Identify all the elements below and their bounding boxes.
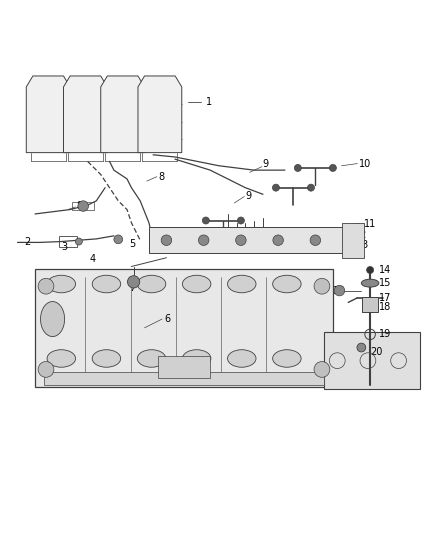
Text: 7: 7 bbox=[129, 282, 135, 293]
Circle shape bbox=[329, 165, 336, 172]
Circle shape bbox=[78, 201, 88, 211]
Ellipse shape bbox=[272, 275, 301, 293]
Circle shape bbox=[357, 343, 366, 352]
Circle shape bbox=[38, 361, 54, 377]
Ellipse shape bbox=[92, 275, 120, 293]
Polygon shape bbox=[342, 223, 364, 258]
Polygon shape bbox=[26, 76, 70, 152]
Text: 4: 4 bbox=[90, 254, 96, 264]
Text: 13: 13 bbox=[357, 240, 369, 251]
Circle shape bbox=[198, 235, 209, 246]
Text: 17: 17 bbox=[379, 293, 391, 303]
Circle shape bbox=[273, 235, 283, 246]
FancyBboxPatch shape bbox=[158, 356, 210, 378]
Circle shape bbox=[310, 235, 321, 246]
Ellipse shape bbox=[228, 275, 256, 293]
Ellipse shape bbox=[40, 302, 64, 336]
Text: 19: 19 bbox=[379, 329, 391, 340]
Text: 20: 20 bbox=[370, 347, 382, 357]
Circle shape bbox=[367, 266, 374, 273]
Text: 14: 14 bbox=[379, 265, 391, 275]
Ellipse shape bbox=[137, 350, 166, 367]
Text: 2: 2 bbox=[24, 237, 30, 247]
Ellipse shape bbox=[228, 350, 256, 367]
Text: 18: 18 bbox=[379, 302, 391, 312]
Circle shape bbox=[334, 285, 345, 296]
Text: 9: 9 bbox=[245, 191, 251, 201]
Text: 9: 9 bbox=[263, 159, 269, 168]
Text: 11: 11 bbox=[364, 219, 376, 229]
Text: 12: 12 bbox=[355, 230, 367, 239]
Circle shape bbox=[75, 238, 82, 245]
FancyBboxPatch shape bbox=[362, 297, 378, 312]
Circle shape bbox=[161, 235, 172, 246]
Ellipse shape bbox=[182, 275, 211, 293]
Text: 6: 6 bbox=[164, 314, 170, 324]
Polygon shape bbox=[138, 76, 182, 152]
Circle shape bbox=[236, 235, 246, 246]
Text: 1: 1 bbox=[206, 97, 212, 107]
Ellipse shape bbox=[47, 275, 76, 293]
Circle shape bbox=[127, 276, 140, 288]
Text: 8: 8 bbox=[159, 172, 165, 182]
FancyBboxPatch shape bbox=[35, 269, 333, 387]
Text: 16: 16 bbox=[333, 286, 345, 296]
Circle shape bbox=[114, 235, 123, 244]
Text: 10: 10 bbox=[359, 159, 371, 168]
Ellipse shape bbox=[182, 350, 211, 367]
Circle shape bbox=[38, 278, 54, 294]
Circle shape bbox=[307, 184, 314, 191]
Ellipse shape bbox=[272, 350, 301, 367]
Circle shape bbox=[202, 217, 209, 224]
Circle shape bbox=[272, 184, 279, 191]
FancyBboxPatch shape bbox=[149, 227, 346, 253]
Text: 5: 5 bbox=[129, 239, 135, 249]
FancyBboxPatch shape bbox=[44, 372, 324, 385]
Ellipse shape bbox=[361, 279, 379, 287]
Text: 8: 8 bbox=[77, 201, 83, 211]
Ellipse shape bbox=[137, 275, 166, 293]
Text: 15: 15 bbox=[379, 278, 391, 288]
FancyBboxPatch shape bbox=[324, 332, 420, 389]
Text: 3: 3 bbox=[61, 242, 67, 252]
Ellipse shape bbox=[92, 350, 120, 367]
Circle shape bbox=[314, 361, 330, 377]
Polygon shape bbox=[101, 76, 145, 152]
Polygon shape bbox=[64, 76, 107, 152]
Ellipse shape bbox=[47, 350, 76, 367]
Circle shape bbox=[294, 165, 301, 172]
Circle shape bbox=[314, 278, 330, 294]
Circle shape bbox=[237, 217, 244, 224]
